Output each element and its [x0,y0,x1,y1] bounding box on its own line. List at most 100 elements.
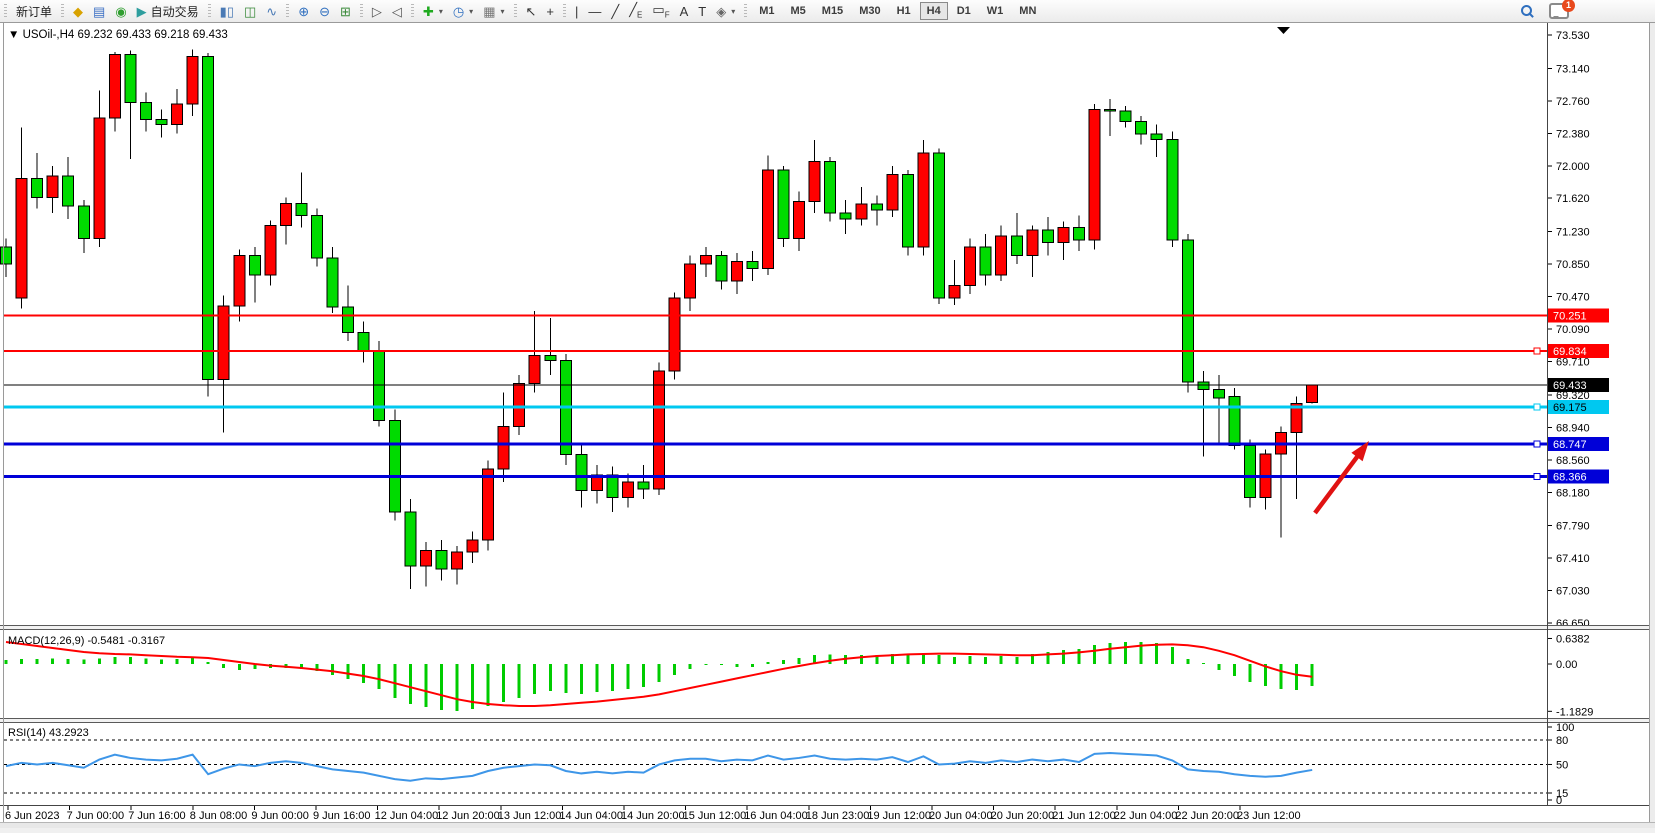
price-badge-bg [1548,436,1609,451]
templates-button[interactable]: ▦ ▾ [478,1,509,22]
macd-bar [1217,664,1221,670]
price-tick-label: 68.560 [1556,455,1590,467]
line-handle[interactable] [1533,440,1541,448]
candle-body [901,173,914,248]
line-handle[interactable] [1533,403,1541,411]
arrow-head[interactable] [1351,441,1369,462]
line-handle[interactable] [1533,347,1541,355]
price-tick-label: 70.850 [1556,259,1590,271]
indicators-button-dropdown-arrow[interactable]: ▾ [438,6,443,16]
macd-bar [439,664,443,710]
toolbar-group-handle[interactable] [286,4,290,18]
candle-body [1041,229,1054,244]
equidistant-channel-icon[interactable]: ╱E [624,1,647,22]
search-icon[interactable] [1521,4,1535,18]
price-badge-text: 69.175 [1553,402,1587,414]
time-tick-label: 9 Jun 16:00 [313,810,371,822]
line-chart-icon[interactable]: ∿ [261,1,282,22]
candle-body [295,202,308,216]
toolbar-group-handle[interactable] [563,4,566,18]
macd-bar [719,664,723,665]
fibonacci-icon[interactable]: ▭F [647,1,674,22]
timeframe-m5[interactable]: M5 [790,5,806,17]
pane-splitter[interactable] [0,625,1650,630]
macd-bar [377,664,381,689]
toolbar-group-handle[interactable] [207,4,211,18]
orders-icon[interactable]: ◆ [68,1,88,22]
market-watch-icon: ▤ [93,3,106,19]
vertical-line-icon[interactable]: | [570,1,583,22]
bar-chart-icon[interactable]: ▮▯ [215,1,239,22]
tile-windows-icon[interactable]: ⊞ [335,1,356,22]
macd-bar [206,662,210,664]
text-label-icon[interactable]: T [693,1,711,22]
chart-shift-icon[interactable]: ◁ [387,1,407,22]
timeframe-h4[interactable]: H4 [919,2,948,20]
pane-splitter[interactable] [0,718,1650,723]
toolbar-group-handle[interactable] [359,4,363,18]
candle-body [217,305,230,380]
candle-body [808,160,821,203]
toolbar-group-handle[interactable] [744,4,748,18]
chat-icon[interactable]: 1 [1549,0,1575,19]
candle-body [108,54,121,119]
shapes-icon[interactable]: ◈ ▾ [711,1,740,22]
new-order-button[interactable]: 新订单 [11,1,57,22]
toolbar-group-handle[interactable] [513,4,517,18]
candle-body [124,54,137,104]
auto-scroll-icon[interactable]: ▷ [367,1,387,22]
toolbar-group-handle[interactable] [61,4,65,18]
candle-body [202,55,215,380]
candlestick-chart-icon[interactable]: ◫ [239,1,261,22]
zoom-in-icon[interactable]: ⊕ [293,1,314,22]
macd-pane: 0.6382 0.00 -1.1829 MACD(12,26,9) -0.5481 -… [4,633,1593,718]
timeframe-d1[interactable]: D1 [956,5,971,17]
equidistant-channel-icon: ╱E [629,1,643,20]
price-badge-text: 68.747 [1553,439,1587,451]
macd-bar [128,657,132,664]
candle-body [342,306,355,333]
horizontal-line-icon[interactable]: — [583,1,606,22]
timeframe-w1[interactable]: W1 [986,5,1004,17]
timeframe-h1[interactable]: H1 [896,5,911,17]
timeframe-m30[interactable]: M30 [859,5,881,17]
periods-button-dropdown-arrow[interactable]: ▾ [469,6,474,16]
rsi-line [5,752,1313,782]
periods-button[interactable]: ◷ ▾ [448,1,478,22]
time-tick-label: 19 Jun 12:00 [867,810,931,822]
arrow-shaft[interactable] [1313,450,1363,515]
macd-bar [1124,642,1128,664]
line-handle[interactable] [1533,472,1541,480]
macd-bar [859,655,863,664]
timeframe-mn[interactable]: MN [1019,5,1037,17]
candle-body [761,169,774,269]
macd-bar [1170,647,1174,664]
shapes-icon-dropdown-arrow[interactable]: ▾ [731,6,736,16]
signals-icon[interactable]: ◉ [110,1,131,22]
cursor-icon[interactable]: ↖ [521,1,542,22]
candle-body [793,201,806,239]
zoom-out-icon[interactable]: ⊖ [314,1,335,22]
crosshair-icon[interactable]: + [541,1,559,22]
price-tick-label: 68.180 [1556,487,1590,499]
text-icon[interactable]: A [675,1,694,22]
templates-button-dropdown-arrow[interactable]: ▾ [500,6,505,16]
macd-bar [175,659,179,664]
toolbar-group-handle[interactable] [4,4,7,18]
macd-label: MACD(12,26,9) -0.5481 -0.3167 [8,635,165,647]
toolbar-group-handle[interactable] [410,4,414,18]
macd-bar [610,664,614,692]
macd-tick-label: 0.6382 [1556,633,1590,645]
candlestick-series [0,49,1319,589]
candle-body [419,549,432,567]
trend-arrow[interactable] [1313,441,1369,515]
trendline-icon[interactable]: ╱ [606,1,624,22]
indicators-button[interactable]: ✚ ▾ [418,1,448,22]
timeframe-m15[interactable]: M15 [821,5,844,17]
market-watch-icon[interactable]: ▤ [88,1,110,22]
candle-body [482,468,495,541]
timeframe-m1[interactable]: M1 [759,5,775,17]
autotrading-button[interactable]: ▶ 自动交易 [132,1,204,22]
chart-shift-marker [1277,27,1290,34]
fibonacci-icon: ▭F [652,1,670,20]
